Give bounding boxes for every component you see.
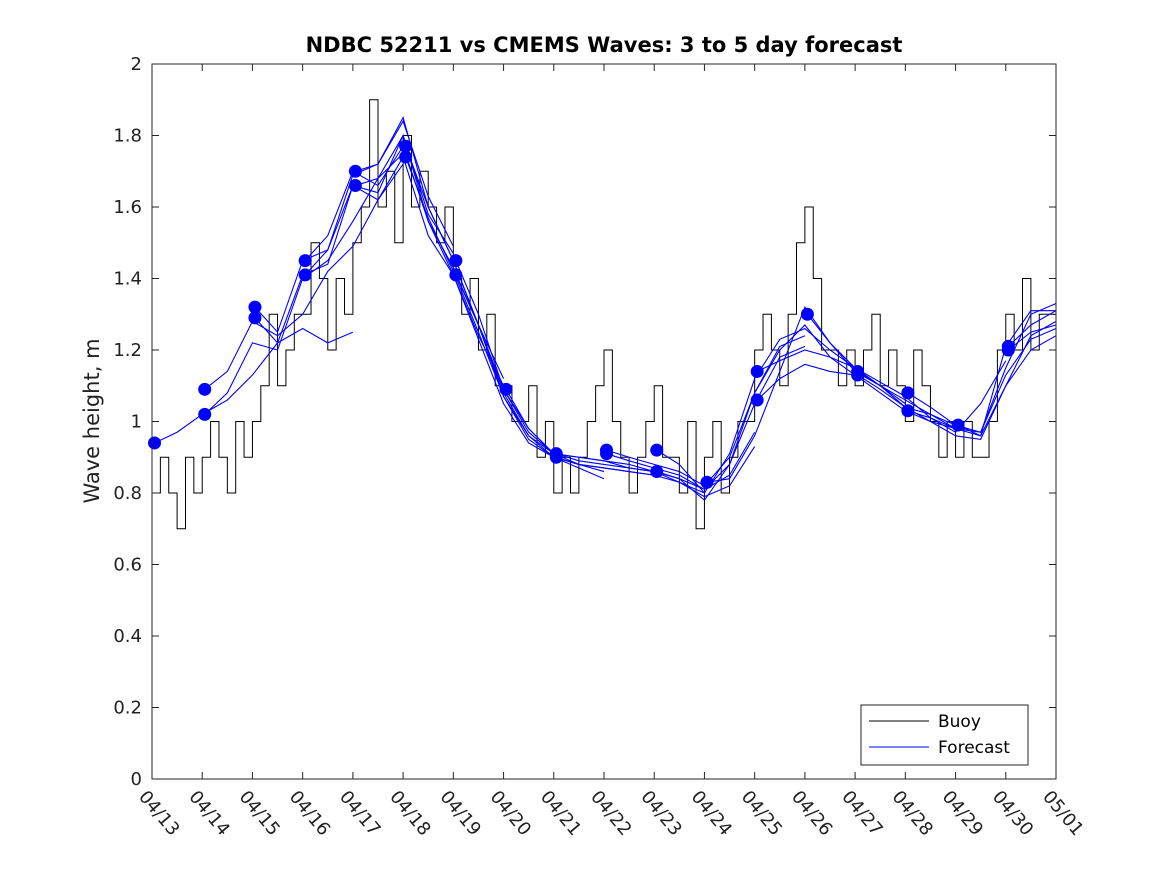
forecast-line [857, 335, 1057, 440]
x-tick-label: 04/24 [687, 787, 736, 840]
legend-box [860, 704, 1029, 766]
x-tick-label: 04/23 [636, 787, 685, 840]
y-axis: 0 0.2 0.4 0.6 0.8 1 1.2 1.4 1.6 1.8 2 [113, 54, 1056, 790]
forecast-line [907, 303, 1057, 433]
forecast-start-marker [198, 407, 212, 421]
x-tick-label: 04/22 [586, 787, 635, 840]
x-tick-label: 04/29 [938, 787, 987, 840]
chart-title: NDBC 52211 vs CMEMS Waves: 3 to 5 day fo… [306, 33, 903, 57]
forecast-start-marker [549, 450, 563, 464]
x-tick-label: 04/18 [385, 787, 434, 840]
marker-layer [148, 139, 1015, 489]
forecast-start-marker [198, 382, 212, 396]
forecast-start-marker [148, 436, 162, 450]
x-tick-label: 05/01 [1038, 787, 1087, 840]
y-tick-label: 0.2 [113, 698, 142, 719]
forecast-line [1007, 324, 1057, 351]
forecast-start-marker [650, 443, 664, 457]
forecast-start-marker [499, 382, 513, 396]
x-tick-label: 04/16 [285, 787, 334, 840]
y-tick-label: 0.8 [113, 483, 142, 504]
plot-area [148, 63, 1057, 780]
x-tick-label: 04/30 [988, 787, 1037, 840]
y-tick-label: 1.6 [113, 197, 142, 218]
forecast-line [656, 324, 856, 501]
y-tick-label: 0.6 [113, 555, 142, 576]
x-tick-label: 04/14 [184, 787, 233, 840]
forecast-start-marker [399, 150, 413, 164]
forecast-start-marker [901, 404, 915, 418]
x-tick-label: 04/15 [235, 787, 284, 840]
forecast-start-marker [248, 311, 262, 325]
forecast-start-marker [248, 300, 262, 314]
forecast-start-marker [750, 364, 764, 378]
forecast-start-marker [298, 268, 312, 282]
x-tick-label: 04/17 [335, 787, 384, 840]
y-tick-label: 1.2 [113, 340, 142, 361]
plot-background [152, 64, 1056, 779]
y-tick-label: 1.4 [113, 269, 142, 290]
x-tick-label: 04/21 [536, 787, 585, 840]
forecast-line [656, 327, 856, 494]
forecast-start-marker [449, 254, 463, 268]
x-tick-label: 04/27 [837, 787, 886, 840]
forecast-start-marker [348, 179, 362, 193]
forecast-start-marker [399, 139, 413, 153]
forecast-start-marker [600, 447, 614, 461]
x-tick-label: 04/28 [888, 787, 937, 840]
forecast-start-marker [449, 268, 463, 282]
forecast-line [505, 389, 705, 494]
forecast-start-marker [750, 393, 764, 407]
forecast-line [606, 345, 806, 491]
legend: Buoy Forecast [860, 704, 1029, 766]
forecast-start-marker [851, 368, 865, 382]
forecast-start-marker [901, 386, 915, 400]
forecast-start-marker [298, 254, 312, 268]
forecast-start-marker [348, 164, 362, 178]
y-tick-label: 2 [131, 54, 142, 75]
forecast-line [1007, 310, 1057, 347]
y-tick-label: 1.8 [113, 126, 142, 147]
x-tick-label: 04/19 [436, 787, 485, 840]
x-tick-label: 04/26 [787, 787, 836, 840]
legend-label-forecast: Forecast [938, 738, 1010, 758]
forecast-line [154, 327, 354, 444]
forecast-start-marker [650, 465, 664, 479]
forecast-start-marker [1001, 343, 1015, 357]
x-tick-label: 04/20 [486, 787, 535, 840]
forecast-start-marker [951, 418, 965, 432]
y-tick-label: 1 [131, 412, 142, 433]
y-tick-label: 0.4 [113, 626, 142, 647]
legend-label-buoy: Buoy [938, 712, 981, 732]
x-tick-label: 04/25 [737, 787, 786, 840]
forecast-line [204, 163, 404, 390]
forecast-start-marker [800, 307, 814, 321]
x-tick-label: 04/13 [134, 787, 183, 840]
forecast-start-marker [700, 475, 714, 489]
y-tick-label: 0 [131, 769, 142, 790]
y-axis-label: Wave height, m [80, 338, 104, 503]
